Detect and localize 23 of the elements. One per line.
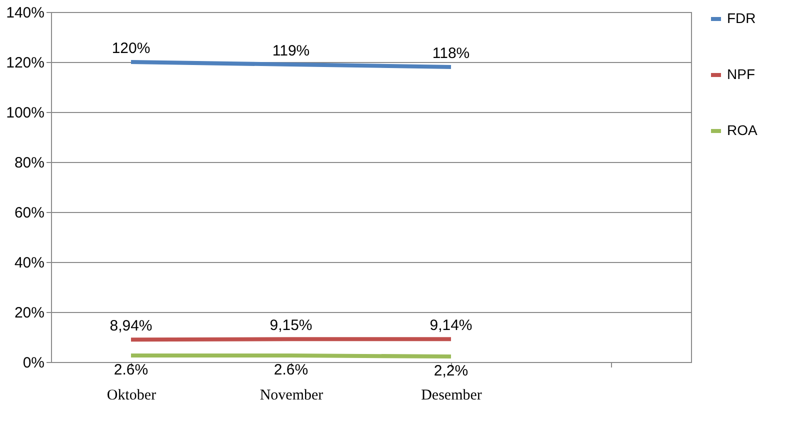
x-tick-label: Oktober	[106, 388, 156, 404]
legend-label: ROA	[727, 122, 758, 138]
legend-label: NPF	[727, 66, 755, 82]
data-label: 120%	[112, 40, 150, 57]
y-tick-label: 80%	[14, 154, 44, 172]
y-tick-label: 140%	[6, 4, 44, 22]
data-label: 2.6%	[114, 362, 148, 378]
x-tick-label: Desember	[421, 388, 482, 404]
data-label: 118%	[432, 45, 470, 62]
data-label: 8,94%	[110, 318, 152, 335]
data-label: 9,15%	[270, 317, 312, 334]
y-tick-label: 100%	[6, 104, 44, 122]
data-label: 2.6%	[274, 362, 308, 378]
y-tick-label: 0%	[22, 354, 44, 372]
y-tick-label: 120%	[6, 54, 44, 72]
legend-label: FDR	[727, 10, 756, 26]
x-tick-label: November	[260, 388, 324, 404]
data-label: 119%	[272, 42, 310, 60]
data-label: 9,14%	[430, 317, 472, 334]
y-tick-label: 60%	[14, 204, 44, 222]
y-tick-label: 20%	[14, 304, 44, 322]
data-label: 2,2%	[434, 362, 468, 380]
y-tick-label: 40%	[14, 254, 44, 272]
